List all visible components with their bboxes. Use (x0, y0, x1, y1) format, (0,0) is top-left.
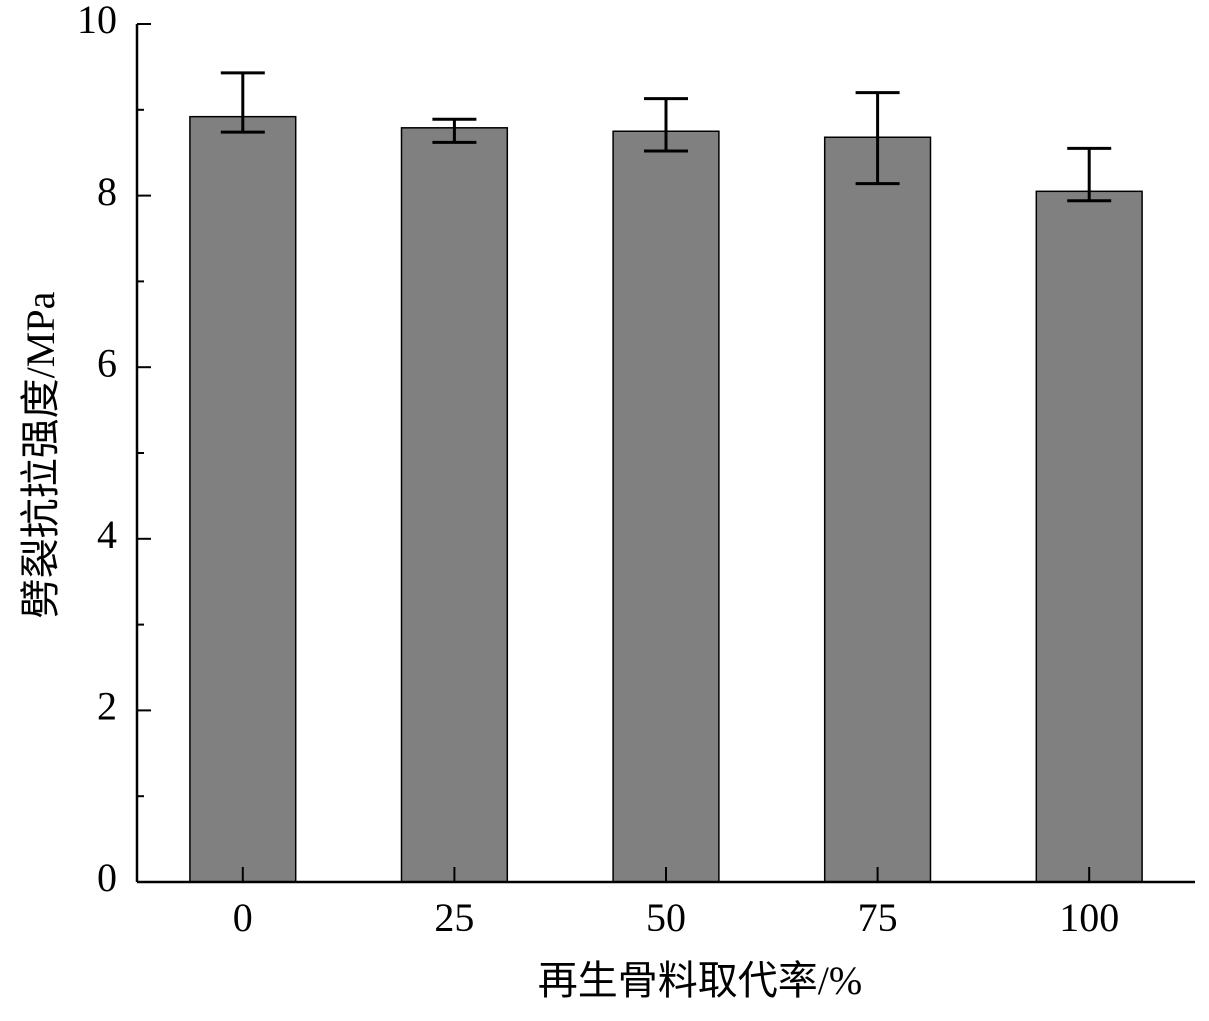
y-tick-label: 6 (97, 340, 117, 385)
x-tick-label: 25 (434, 895, 474, 940)
x-tick-label: 50 (646, 895, 686, 940)
y-tick-label: 8 (97, 169, 117, 214)
y-tick-label: 0 (97, 855, 117, 900)
bar (400, 127, 509, 883)
error-bar (644, 97, 688, 153)
y-tick-label: 10 (77, 0, 117, 42)
bar (612, 130, 720, 883)
bar (823, 136, 932, 883)
error-bar (220, 71, 265, 134)
x-axis-label: 再生骨料取代率/% (538, 958, 862, 1003)
error-bar (855, 91, 900, 186)
x-tick-label: 0 (233, 895, 253, 940)
y-tick-label: 2 (97, 684, 117, 729)
bar (1035, 190, 1143, 883)
y-tick-label: 4 (97, 512, 117, 557)
y-axis-label: 劈裂抗拉强度/MPa (18, 291, 63, 618)
error-bar (432, 117, 477, 144)
bar (189, 115, 297, 883)
x-tick-label: 100 (1059, 895, 1119, 940)
error-bar (1067, 146, 1112, 203)
x-tick-label: 75 (858, 895, 898, 940)
